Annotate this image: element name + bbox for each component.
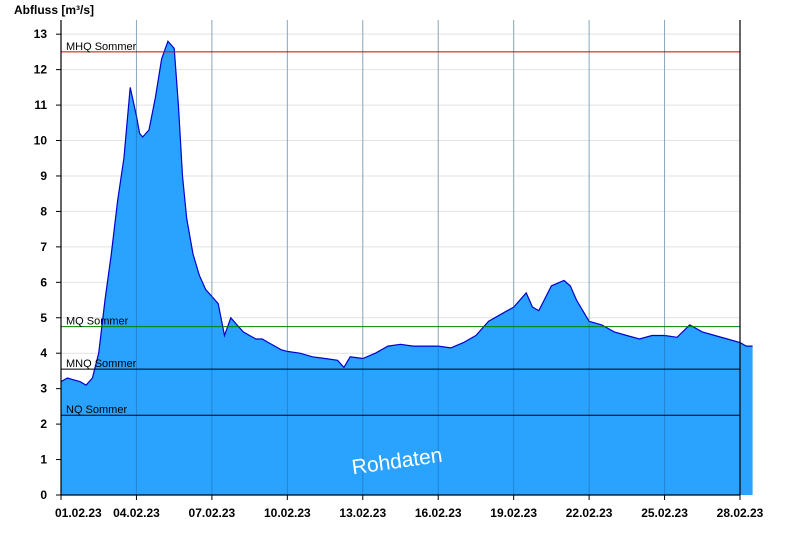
x-tick-label: 07.02.23 bbox=[189, 506, 236, 520]
x-tick-label: 04.02.23 bbox=[113, 506, 160, 520]
y-tick-label: 7 bbox=[40, 240, 47, 254]
x-tick-label: 19.02.23 bbox=[490, 506, 537, 520]
x-tick-label: 16.02.23 bbox=[415, 506, 462, 520]
y-tick-label: 5 bbox=[40, 311, 47, 325]
y-tick-label: 12 bbox=[34, 63, 48, 77]
area-layer bbox=[60, 20, 753, 496]
reference-line-label: MNQ Sommer bbox=[66, 358, 137, 370]
y-tick-label: 11 bbox=[34, 98, 47, 112]
y-axis-title: Abfluss [m³/s] bbox=[14, 3, 94, 17]
x-tick-label: 13.02.23 bbox=[339, 506, 386, 520]
y-tick-label: 10 bbox=[34, 134, 48, 148]
discharge-line bbox=[60, 40, 753, 386]
x-tick-label: 25.02.23 bbox=[641, 506, 688, 520]
y-tick-label: 9 bbox=[40, 169, 47, 183]
reference-line-label: MQ Sommer bbox=[66, 316, 129, 328]
y-tick-label: 1 bbox=[40, 453, 47, 467]
x-tick-label: 10.02.23 bbox=[264, 506, 311, 520]
reference-lines: MHQ Sommer MQ Sommer MNQ Sommer NQ Sommer bbox=[61, 41, 740, 416]
y-tick-label: 2 bbox=[40, 417, 47, 431]
y-tick-label: 0 bbox=[40, 488, 47, 502]
y-tick-label: 13 bbox=[34, 27, 48, 41]
discharge-area bbox=[61, 41, 753, 496]
x-tick-label: 01.02.23 bbox=[55, 506, 102, 520]
y-tick-label: 4 bbox=[40, 346, 47, 360]
y-tick-label: 6 bbox=[40, 275, 47, 289]
reference-line-label: MHQ Sommer bbox=[66, 41, 137, 53]
y-tick-label: 8 bbox=[40, 204, 47, 218]
x-tick-label: 22.02.23 bbox=[566, 506, 613, 520]
reference-line-label: NQ Sommer bbox=[66, 404, 127, 416]
y-tick-label: 3 bbox=[40, 382, 47, 396]
x-tick-label: 28.02.23 bbox=[717, 506, 764, 520]
